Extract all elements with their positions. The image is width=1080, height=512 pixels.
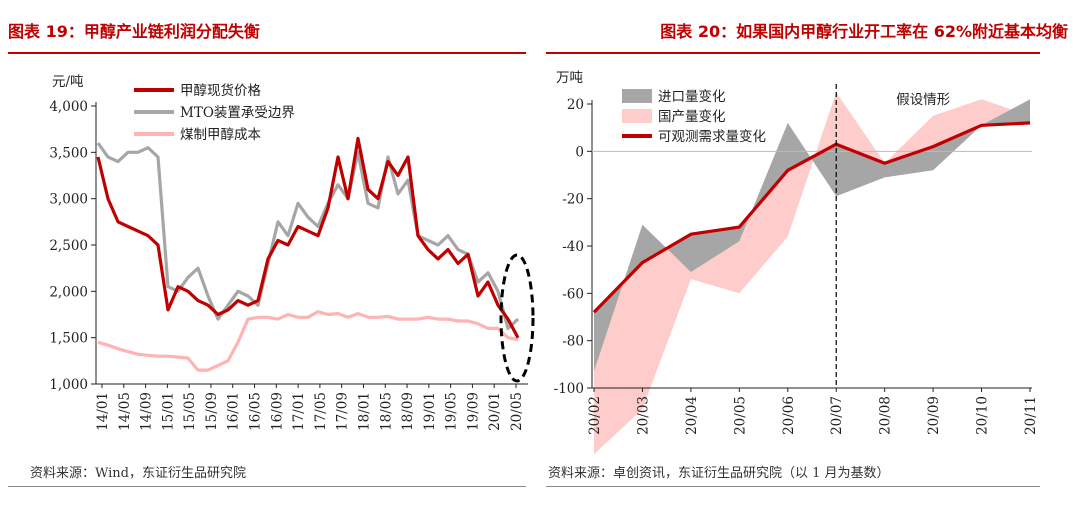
left-line-chart: 元/吨 1,000 1,500 2,000 2,500 3,000 3,500 4,000 14… bbox=[49, 74, 535, 431]
import-area bbox=[594, 99, 1030, 372]
x-tick-label: 16/01 bbox=[226, 392, 242, 431]
legend-label: 煤制甲醇成本 bbox=[180, 126, 261, 143]
x-tick-label: 20/08 bbox=[878, 396, 894, 435]
x-tick-label: 15/05 bbox=[182, 392, 198, 431]
x-tick-label: 14/05 bbox=[117, 392, 133, 431]
y-tick-label: 1,000 bbox=[49, 377, 88, 393]
x-tick-label: 14/01 bbox=[95, 392, 111, 431]
x-tick-label: 20/07 bbox=[829, 396, 845, 435]
legend-swatch bbox=[622, 109, 652, 123]
right-area-chart: 万吨 20 0 -20 -40 -60 -80 -100 假设情形 20/02 20/03 20/04… bbox=[554, 70, 1039, 455]
y-tick-label: 20 bbox=[567, 97, 584, 113]
x-tick-label: 16/09 bbox=[269, 392, 285, 431]
x-tick-label: 20/09 bbox=[926, 396, 942, 435]
y-tick-label: 3,000 bbox=[49, 192, 88, 208]
legend-label: 可观测需求量变化 bbox=[658, 129, 766, 145]
legend-label: 国产量变化 bbox=[658, 109, 726, 125]
left-figure-title: 图表 19：甲醇产业链利润分配失衡 bbox=[8, 22, 260, 41]
left-bottom-rule bbox=[8, 486, 526, 487]
x-tick-label: 20/02 bbox=[587, 396, 603, 435]
x-tick-label: 20/01 bbox=[487, 392, 503, 431]
x-tick-label: 20/05 bbox=[509, 392, 525, 431]
highlight-ellipse bbox=[499, 253, 535, 383]
left-title-rule bbox=[8, 52, 526, 54]
y-tick-label: 3,500 bbox=[49, 145, 88, 161]
right-bottom-rule bbox=[546, 486, 1040, 487]
x-tick-label: 17/01 bbox=[291, 392, 307, 431]
x-tick-label: 18/01 bbox=[356, 392, 372, 431]
x-tick-label: 17/09 bbox=[335, 392, 351, 431]
legend-label: 甲醇现货价格 bbox=[180, 82, 261, 99]
demand-line bbox=[592, 121, 1031, 314]
y-tick-label: -40 bbox=[562, 239, 584, 255]
x-tick-label: 18/05 bbox=[378, 392, 394, 431]
y-tick-label: 1,500 bbox=[49, 331, 88, 347]
right-figure-title: 图表 20：如果国内甲醇行业开工率在 62%附近基本均衡 bbox=[660, 22, 1068, 41]
x-tick-label: 20/03 bbox=[635, 396, 651, 435]
legend-label: 进口量变化 bbox=[658, 89, 726, 105]
x-tick-label: 19/09 bbox=[465, 392, 481, 431]
legend-label: MTO装置承受边界 bbox=[180, 105, 295, 121]
y-tick-label: -20 bbox=[562, 192, 584, 208]
series-line bbox=[96, 136, 520, 339]
y-tick-label: -100 bbox=[554, 381, 584, 397]
legend-swatch bbox=[622, 89, 652, 103]
x-tick-label: 15/01 bbox=[160, 392, 176, 431]
x-tick-label: 14/09 bbox=[139, 392, 155, 431]
y-tick-label: -60 bbox=[562, 286, 584, 302]
x-tick-label: 15/09 bbox=[204, 392, 220, 431]
series-line bbox=[97, 310, 519, 372]
left-source-note: 资料来源：Wind，东证衍生品研究院 bbox=[30, 466, 246, 481]
y-axis-unit: 万吨 bbox=[556, 70, 583, 86]
y-tick-label: 0 bbox=[575, 144, 584, 160]
x-tick-label: 17/05 bbox=[313, 392, 329, 431]
y-tick-label: -80 bbox=[562, 334, 584, 350]
y-tick-label: 2,500 bbox=[49, 238, 88, 254]
y-tick-label: 2,000 bbox=[49, 284, 88, 300]
x-tick-label: 20/06 bbox=[781, 396, 797, 435]
x-tick-label: 18/09 bbox=[400, 392, 416, 431]
series-line bbox=[96, 142, 520, 330]
x-tick-label: 20/04 bbox=[684, 396, 700, 435]
x-tick-label: 20/10 bbox=[975, 396, 991, 435]
x-tick-label: 19/01 bbox=[422, 392, 438, 431]
x-tick-label: 20/05 bbox=[732, 396, 748, 435]
domestic-area bbox=[594, 92, 1030, 455]
x-tick-label: 19/05 bbox=[444, 392, 460, 431]
right-source-note: 资料来源：卓创资讯，东证衍生品研究院（以 1 月为基数） bbox=[548, 466, 890, 481]
forecast-label: 假设情形 bbox=[896, 92, 950, 108]
right-title-rule bbox=[546, 52, 1040, 54]
x-tick-label: 20/11 bbox=[1023, 396, 1039, 435]
x-tick-label: 16/05 bbox=[248, 392, 264, 431]
y-axis-unit: 元/吨 bbox=[52, 74, 84, 90]
y-tick-label: 4,000 bbox=[49, 99, 88, 115]
